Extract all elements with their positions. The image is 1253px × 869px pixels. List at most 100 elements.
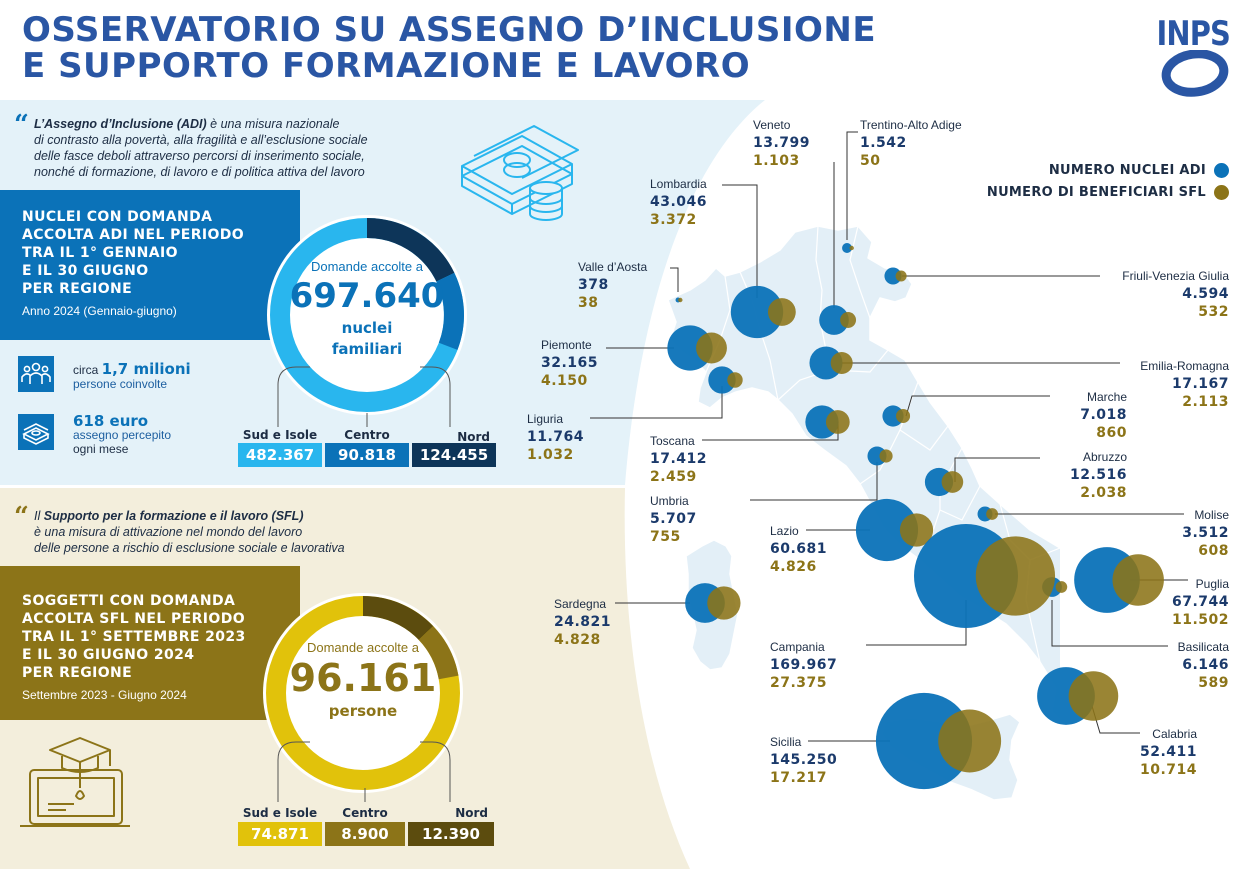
region-adi-liguria: 11.764 [527,429,585,445]
sfl-total-unit: persone [328,702,398,720]
adi-total-unit: nuclei familiari [292,318,442,360]
adi-band-text: NUCLEI CON DOMANDA ACCOLTA ADI NEL PERIO… [22,208,284,318]
region-name-valle: Valle d’Aosta [578,260,648,274]
region-adi-lombardia: 43.046 [650,194,708,210]
adi-band-line-5: PER REGIONE [22,281,133,297]
region-sfl-basilicata: 589 [1198,675,1229,691]
bubble-adi-friuli [884,267,902,285]
region-sfl-friuli: 532 [1198,304,1229,320]
inps-logo-text: INPS [1156,14,1230,54]
region-sfl-abruzzo: 2.038 [1080,485,1127,501]
region-adi-trentino: 1.542 [860,135,907,151]
region-sfl-toscana: 2.459 [650,469,697,485]
sfl-quote-mark: “ [14,502,29,532]
region-sfl-sardegna: 4.828 [554,632,601,648]
region-name-toscana: Toscana [650,434,695,448]
money-stack-icon [461,125,579,221]
region-label-lazio: Lazio 60.681 4.826 [770,522,827,576]
region-sfl-liguria: 1.032 [527,447,574,463]
sfl-intro-text: Il Supporto per la formazione e il lavor… [34,508,454,556]
region-name-puglia: Puglia [1195,577,1229,591]
sfl-area-value-south: 74.871 [238,822,322,846]
sfl-band-line-4: E IL 30 GIUGNO 2024 [22,647,195,663]
region-label-piemonte: Piemonte 32.165 4.150 [541,336,598,390]
region-sfl-umbria: 755 [650,529,681,545]
adi-band-line-1: NUCLEI CON DOMANDA [22,209,213,225]
region-label-toscana: Toscana 17.412 2.459 [650,432,707,486]
region-label-marche: Marche 7.018 860 [1080,388,1127,442]
region-label-campania: Campania 169.967 27.375 [770,638,837,692]
bubble-sfl-veneto [840,312,857,328]
region-sfl-valle: 38 [578,295,599,311]
adi-quote-mark: “ [14,110,29,140]
region-sfl-puglia: 11.502 [1171,612,1229,628]
adi-donut-chart [267,215,467,415]
adi-band-line-4: E IL 30 GIUGNO [22,263,149,279]
region-name-lazio: Lazio [770,524,799,538]
leader-line-abruzzo [954,457,1040,482]
sfl-total-value: 96.161 [289,656,437,700]
adi-area-value-north: 124.455 [412,443,496,467]
legend-adi: NUMERO NUCLEI ADI [1049,163,1229,178]
region-adi-toscana: 17.412 [650,451,708,467]
region-name-friuli: Friuli-Venezia Giulia [1122,269,1229,283]
region-sfl-emilia: 2.113 [1182,394,1229,410]
adi-donut-segment-north [366,218,455,282]
adi-title-band [0,190,300,340]
sfl-intro-line-2: è una misura di attivazione nel mondo de… [34,525,303,539]
region-adi-sicilia: 145.250 [770,752,838,768]
people-group-icon [18,356,54,392]
region-label-puglia: Puglia 67.744 11.502 [1172,575,1229,629]
bubble-sfl-liguria [727,372,743,388]
adi-stat-people: circa 1,7 milioni persone coinvolte [73,360,191,392]
bubble-sfl-toscana [825,410,850,434]
region-label-molise: Molise 3.512 608 [1182,506,1229,560]
sfl-intro-prefix: Il [34,509,44,523]
region-label-basilicata: Basilicata 6.146 589 [1178,638,1229,692]
adi-band-title: NUCLEI CON DOMANDA ACCOLTA ADI NEL PERIO… [22,208,284,298]
bubble-sfl-molise [986,508,999,520]
region-adi-veneto: 13.799 [753,135,811,151]
region-name-abruzzo: Abruzzo [1082,450,1127,464]
legend-adi-label: NUMERO NUCLEI ADI [1048,163,1206,178]
adi-area-connectors [277,366,451,427]
bubble-sfl-abruzzo [941,471,964,493]
adi-band-line-3: TRA IL 1° GENNAIO [22,245,178,261]
region-label-emilia: Emilia-Romagna 17.167 2.113 [1140,357,1229,411]
sfl-band-line-1: SOGGETTI CON DOMANDA [22,593,236,609]
region-label-veneto: Veneto 13.799 1.103 [753,116,810,170]
adi-band-subtitle: Anno 2024 (Gennaio-giugno) [22,304,177,318]
adi-band-line-2: ACCOLTA ADI NEL PERIODO [22,227,245,243]
adi-stat-people-value: 1,7 milioni [101,360,191,378]
bubble-sfl-lazio [899,513,934,547]
bubble-sfl-piemonte [696,332,727,364]
sfl-area-label-south: Sud e Isole [242,806,318,820]
region-adi-puglia: 67.744 [1171,594,1229,610]
bubble-adi-marche [882,405,904,427]
region-label-valle: Valle d’Aosta 378 38 [578,258,647,312]
region-name-trentino: Trentino-Alto Adige [860,118,962,132]
adi-area-label-center: Centro [344,428,390,442]
region-adi-abruzzo: 12.516 [1069,467,1127,483]
title-line-2: E SUPPORTO FORMAZIONE E LAVORO [22,46,751,86]
legend-adi-dot [1214,163,1229,178]
bubble-sfl-umbria [879,449,893,463]
region-name-basilicata: Basilicata [1177,640,1229,654]
region-label-abruzzo: Abruzzo 12.516 2.038 [1070,448,1127,502]
adi-intro-text: L’Assegno d’Inclusione (ADI) è una misur… [34,116,454,180]
region-name-calabria: Calabria [1152,727,1197,741]
bubble-adi-emilia [809,346,843,380]
adi-donut-segment-center [436,272,464,350]
legend-sfl-label: NUMERO DI BENEFICIARI SFL [986,185,1206,200]
region-label-umbria: Umbria 5.707 755 [650,492,697,546]
bubble-sfl-puglia [1112,554,1164,606]
sfl-intro-term: Supporto per la formazione e il lavoro (… [43,509,304,523]
adi-area-value-south: 482.367 [238,443,322,467]
adi-stat-amount: 618 euro assegno percepito ogni mese [73,414,171,457]
bubble-sfl-emilia [830,351,853,375]
sfl-area-value-center: 8.900 [325,822,405,846]
bubble-adi-lazio [855,498,919,562]
region-sfl-veneto: 1.103 [753,153,800,169]
sfl-band-title: SOGGETTI CON DOMANDA ACCOLTA SFL NEL PER… [22,592,292,682]
region-label-sardegna: Sardegna 24.821 4.828 [554,595,611,649]
